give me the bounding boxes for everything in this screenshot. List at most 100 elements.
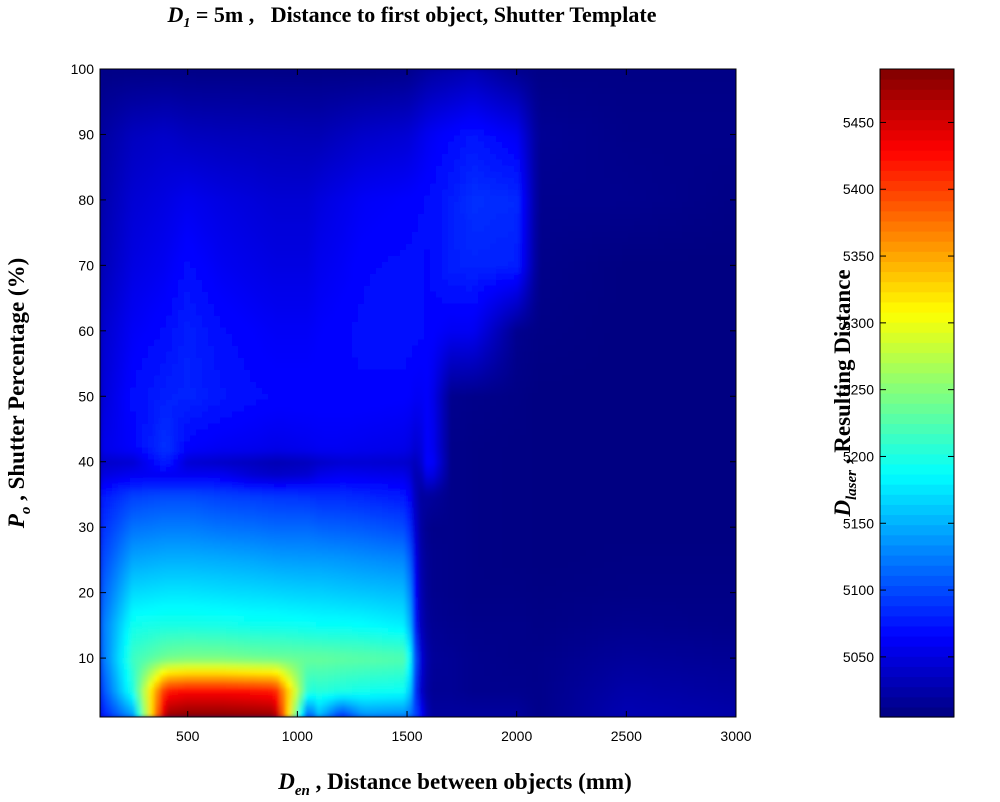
- heatmap-cell: [106, 525, 113, 532]
- heatmap-cell: [520, 621, 527, 628]
- heatmap-cell: [658, 615, 665, 622]
- heatmap-cell: [628, 435, 635, 442]
- heatmap-cell: [292, 705, 299, 712]
- heatmap-cell: [256, 705, 263, 712]
- heatmap-cell: [442, 597, 449, 604]
- heatmap-cell: [118, 525, 125, 532]
- heatmap-cell: [706, 513, 713, 520]
- heatmap-cell: [556, 693, 563, 700]
- heatmap-cell: [376, 597, 383, 604]
- heatmap-cell: [694, 687, 701, 694]
- heatmap-cell: [502, 537, 509, 544]
- heatmap-cell: [610, 645, 617, 652]
- heatmap-cell: [244, 441, 251, 448]
- heatmap-cell: [136, 639, 143, 646]
- heatmap-cell: [616, 645, 623, 652]
- heatmap-cell: [178, 579, 185, 586]
- heatmap-cell: [406, 561, 413, 568]
- heatmap-cell: [670, 501, 677, 508]
- heatmap-cell: [412, 663, 419, 670]
- heatmap-cell: [394, 543, 401, 550]
- heatmap-cell: [148, 681, 155, 688]
- heatmap-cell: [124, 429, 131, 436]
- heatmap-cell: [610, 627, 617, 634]
- heatmap-cell: [688, 687, 695, 694]
- heatmap-cell: [526, 675, 533, 682]
- heatmap-cell: [574, 705, 581, 712]
- heatmap-cell: [454, 627, 461, 634]
- heatmap-cell: [106, 543, 113, 550]
- heatmap-cell: [466, 531, 473, 538]
- heatmap-cell: [694, 645, 701, 652]
- heatmap-cell: [466, 513, 473, 520]
- heatmap-cell: [112, 633, 119, 640]
- heatmap-cell: [244, 543, 251, 550]
- heatmap-cell: [202, 501, 209, 508]
- heatmap-cell: [124, 513, 131, 520]
- heatmap-cell: [676, 639, 683, 646]
- heatmap-cell: [100, 441, 107, 448]
- heatmap-cell: [250, 543, 257, 550]
- heatmap-cell: [292, 573, 299, 580]
- heatmap-cell: [130, 441, 137, 448]
- heatmap-cell: [148, 429, 155, 436]
- heatmap-cell: [166, 531, 173, 538]
- heatmap-cell: [184, 621, 191, 628]
- heatmap-cell: [472, 699, 479, 706]
- heatmap-cell: [322, 711, 329, 717]
- heatmap-cell: [676, 459, 683, 466]
- heatmap-cell: [118, 483, 125, 490]
- heatmap-cell: [724, 549, 731, 556]
- heatmap-cell: [664, 633, 671, 640]
- heatmap-cell: [418, 693, 425, 700]
- heatmap-cell: [478, 519, 485, 526]
- heatmap-cell: [406, 549, 413, 556]
- heatmap-cell: [322, 441, 329, 448]
- heatmap-cell: [598, 663, 605, 670]
- heatmap-cell: [310, 693, 317, 700]
- heatmap-cell: [562, 585, 569, 592]
- heatmap-cell: [658, 477, 665, 484]
- heatmap-cell: [514, 585, 521, 592]
- heatmap-cell: [100, 705, 107, 712]
- heatmap-cell: [478, 561, 485, 568]
- heatmap-cell: [364, 681, 371, 688]
- heatmap-cell: [256, 639, 263, 646]
- heatmap-cell: [130, 429, 137, 436]
- heatmap-cell: [256, 525, 263, 532]
- heatmap-cell: [280, 567, 287, 574]
- heatmap-cell: [202, 663, 209, 670]
- heatmap-cell: [322, 591, 329, 598]
- heatmap-cell: [694, 621, 701, 628]
- heatmap-cell: [412, 495, 419, 502]
- heatmap-cell: [370, 681, 377, 688]
- heatmap-cell: [328, 591, 335, 598]
- heatmap-cell: [310, 519, 317, 526]
- heatmap-cell: [724, 459, 731, 466]
- heatmap-cell: [214, 639, 221, 646]
- heatmap-cell: [244, 609, 251, 616]
- heatmap-cell: [472, 531, 479, 538]
- heatmap-cell: [172, 543, 179, 550]
- heatmap-cell: [250, 597, 257, 604]
- heatmap-cell: [676, 507, 683, 514]
- heatmap-cell: [550, 537, 557, 544]
- heatmap-cell: [436, 603, 443, 610]
- heatmap-cell: [334, 621, 341, 628]
- heatmap-cell: [190, 621, 197, 628]
- heatmap-cell: [646, 549, 653, 556]
- heatmap-cell: [454, 705, 461, 712]
- heatmap-cell: [652, 573, 659, 580]
- heatmap-cell: [256, 603, 263, 610]
- heatmap-cell: [388, 477, 395, 484]
- heatmap-cell: [556, 531, 563, 538]
- heatmap-cell: [190, 471, 197, 478]
- heatmap-cell: [676, 549, 683, 556]
- heatmap-cell: [202, 531, 209, 538]
- heatmap-cell: [478, 645, 485, 652]
- heatmap-cell: [700, 657, 707, 664]
- heatmap-cell: [610, 657, 617, 664]
- heatmap-cell: [718, 639, 725, 646]
- heatmap-cell: [460, 555, 467, 562]
- heatmap-cell: [274, 669, 281, 676]
